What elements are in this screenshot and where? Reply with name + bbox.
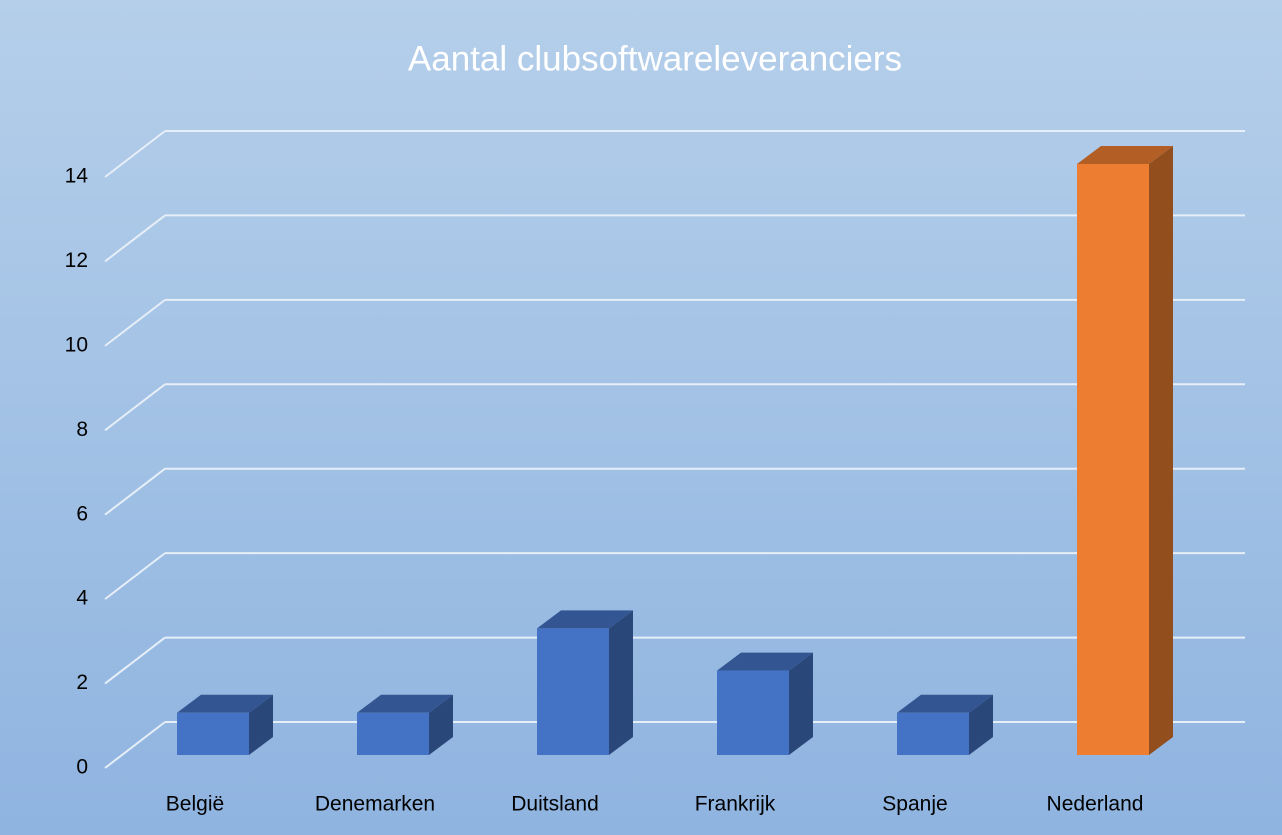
chart-title: Aantal clubsoftwareleveranciers xyxy=(408,39,902,78)
bar xyxy=(537,628,609,755)
bar xyxy=(177,713,249,755)
x-tick-label: Nederland xyxy=(1047,793,1144,816)
y-tick-label: 6 xyxy=(76,502,88,525)
y-tick-label: 0 xyxy=(76,756,88,779)
x-tick-label: Frankrijk xyxy=(695,793,776,816)
x-tick-label: Duitsland xyxy=(511,793,599,816)
bar-side xyxy=(1149,146,1173,755)
x-tick-label: België xyxy=(166,793,224,816)
bar xyxy=(357,713,429,755)
x-tick-label: Denemarken xyxy=(315,793,435,816)
y-tick-label: 10 xyxy=(65,333,88,356)
chart: Aantal clubsoftwareleveranciers 0 2 4 6 8 10 1… xyxy=(0,0,1282,835)
x-tick-label: Spanje xyxy=(882,793,947,816)
y-tick-label: 2 xyxy=(76,671,88,694)
bar xyxy=(717,671,789,755)
page: Aantal clubsoftwareleveranciers 0 2 4 6 8 10 1… xyxy=(0,0,1282,835)
y-tick-label: 4 xyxy=(76,587,88,610)
y-tick-label: 14 xyxy=(65,165,89,188)
y-tick-label: 8 xyxy=(76,418,88,441)
bar xyxy=(897,713,969,755)
bar-side xyxy=(609,610,633,755)
bar xyxy=(1077,164,1149,755)
y-tick-label: 12 xyxy=(65,249,88,272)
bar-side xyxy=(789,653,813,755)
